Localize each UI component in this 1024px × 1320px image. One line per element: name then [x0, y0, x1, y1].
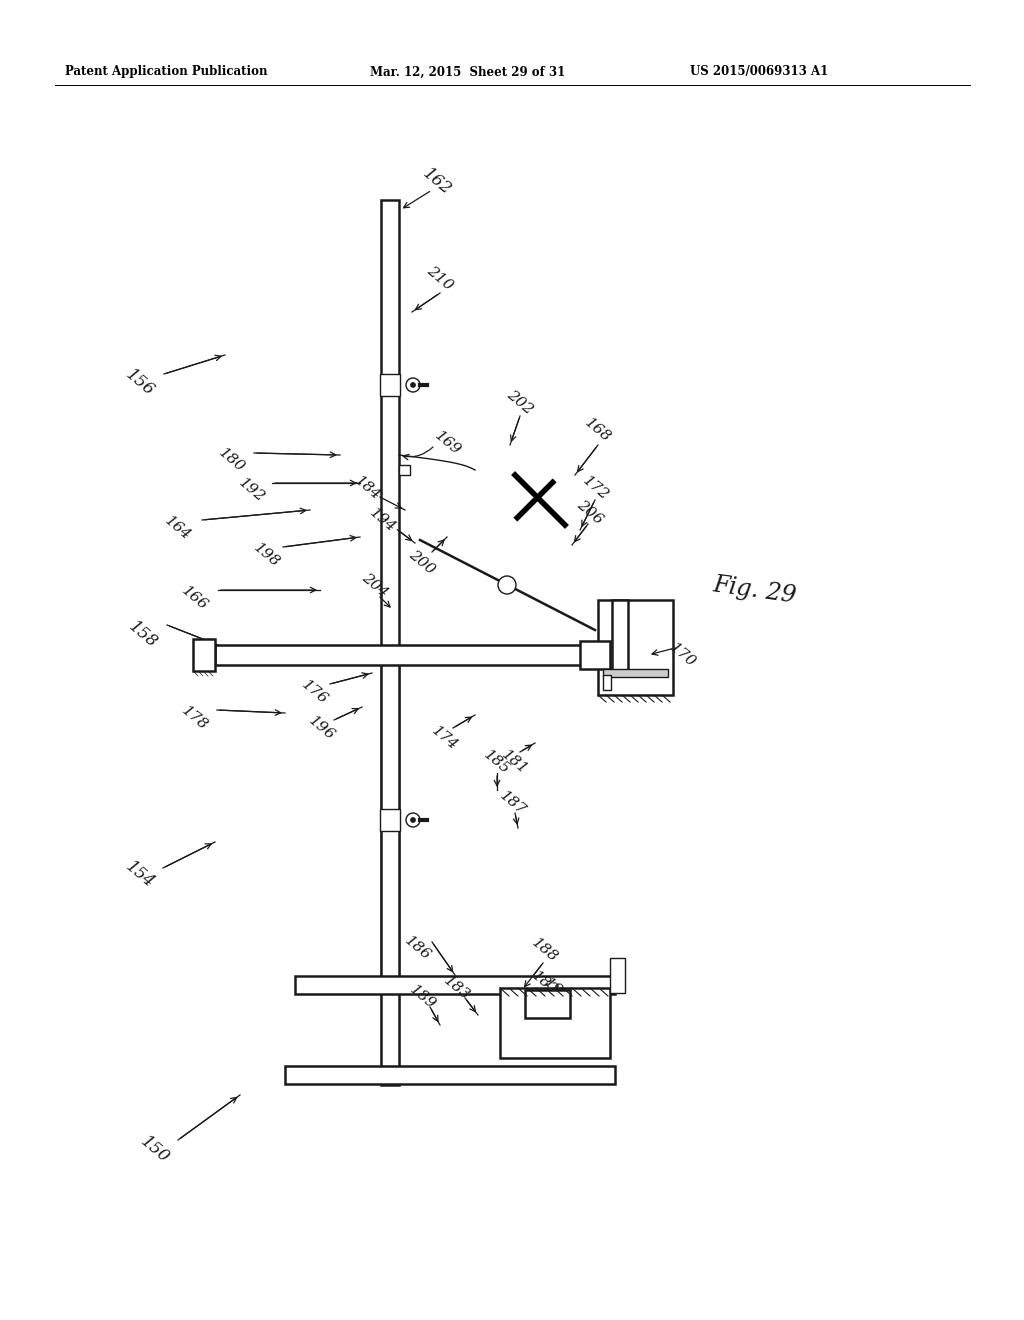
- Text: 150: 150: [137, 1134, 173, 1167]
- Text: 154: 154: [122, 858, 158, 892]
- Text: 206: 206: [574, 498, 606, 527]
- Text: 158: 158: [125, 618, 161, 652]
- Text: 169: 169: [432, 428, 464, 458]
- Text: 181: 181: [500, 747, 530, 776]
- Bar: [381, 201, 399, 1085]
- Text: 178: 178: [179, 704, 211, 733]
- Text: 210: 210: [424, 263, 456, 293]
- Bar: [193, 639, 215, 671]
- Text: 176: 176: [299, 677, 331, 706]
- Circle shape: [406, 378, 420, 392]
- Text: 180: 180: [216, 445, 248, 475]
- Bar: [500, 987, 610, 1059]
- Text: 200: 200: [407, 548, 437, 577]
- Text: 174: 174: [429, 723, 461, 752]
- Text: 202: 202: [504, 387, 536, 417]
- Text: 172: 172: [581, 474, 611, 503]
- Bar: [525, 990, 570, 1018]
- Text: 204: 204: [359, 570, 391, 599]
- Circle shape: [411, 383, 416, 388]
- Text: 162: 162: [419, 165, 455, 199]
- Text: Patent Application Publication: Patent Application Publication: [65, 66, 267, 78]
- Bar: [598, 601, 673, 696]
- Bar: [399, 465, 410, 475]
- Text: 182: 182: [529, 969, 561, 998]
- Text: 196: 196: [306, 713, 338, 743]
- Circle shape: [411, 817, 416, 822]
- Bar: [610, 958, 625, 993]
- Bar: [580, 642, 610, 669]
- Bar: [215, 645, 610, 665]
- Bar: [380, 809, 400, 832]
- Text: 156: 156: [122, 366, 158, 400]
- Text: 187: 187: [498, 788, 528, 818]
- Text: Fig. 29: Fig. 29: [712, 573, 798, 607]
- Text: US 2015/0069313 A1: US 2015/0069313 A1: [690, 66, 828, 78]
- Circle shape: [406, 813, 420, 828]
- Text: 189: 189: [408, 982, 438, 1011]
- Text: 198: 198: [251, 540, 283, 570]
- Text: 166: 166: [179, 583, 211, 612]
- Text: Mar. 12, 2015  Sheet 29 of 31: Mar. 12, 2015 Sheet 29 of 31: [370, 66, 565, 78]
- Bar: [380, 374, 400, 396]
- Text: 183: 183: [441, 973, 473, 1003]
- Text: 185: 185: [481, 747, 513, 776]
- Bar: [295, 975, 615, 994]
- Bar: [603, 669, 668, 677]
- Bar: [381, 645, 399, 1084]
- Bar: [285, 1067, 615, 1084]
- Text: 192: 192: [237, 475, 267, 504]
- Text: 164: 164: [162, 513, 194, 543]
- Text: 168: 168: [583, 416, 613, 445]
- Bar: [603, 675, 611, 690]
- Text: 188: 188: [529, 936, 561, 965]
- Bar: [612, 601, 628, 671]
- Text: 194: 194: [368, 506, 398, 535]
- Text: 170: 170: [668, 640, 698, 669]
- Text: 186: 186: [402, 933, 434, 962]
- Circle shape: [498, 576, 516, 594]
- Text: 184: 184: [352, 474, 384, 503]
- Text: 190: 190: [542, 975, 572, 1005]
